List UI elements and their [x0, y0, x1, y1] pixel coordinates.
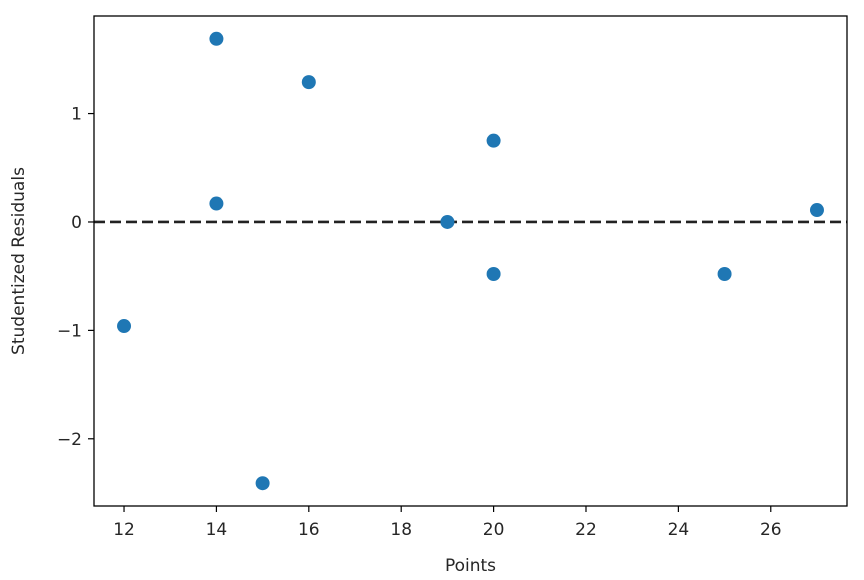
x-tick-label: 22 [575, 520, 597, 540]
data-point [486, 267, 501, 282]
x-tick-label: 24 [668, 520, 690, 540]
x-tick-label: 16 [298, 520, 320, 540]
x-tick-label: 12 [113, 520, 135, 540]
x-tick-label: 18 [390, 520, 412, 540]
data-point [809, 203, 824, 218]
x-axis: 12 14 16 18 20 22 24 26 [113, 506, 782, 540]
plot-frame [93, 15, 848, 507]
y-axis-label: Studentized Residuals [9, 167, 29, 355]
data-point [440, 214, 455, 229]
data-point [117, 319, 132, 334]
data-point [209, 196, 224, 211]
data-point [209, 31, 224, 46]
data-point [301, 75, 316, 90]
y-tick-label: 0 [71, 213, 82, 233]
x-tick-label: 20 [483, 520, 505, 540]
data-point [255, 476, 270, 491]
data-point [717, 267, 732, 282]
y-tick-label: 1 [71, 105, 82, 125]
y-tick-label: −1 [57, 321, 82, 341]
y-tick-label: −2 [57, 430, 82, 450]
x-tick-label: 26 [760, 520, 782, 540]
x-tick-label: 14 [206, 520, 228, 540]
y-axis: −2 −1 0 1 [57, 105, 94, 450]
data-point [486, 133, 501, 148]
x-axis-label: Points [445, 556, 496, 576]
data-points [117, 31, 824, 491]
